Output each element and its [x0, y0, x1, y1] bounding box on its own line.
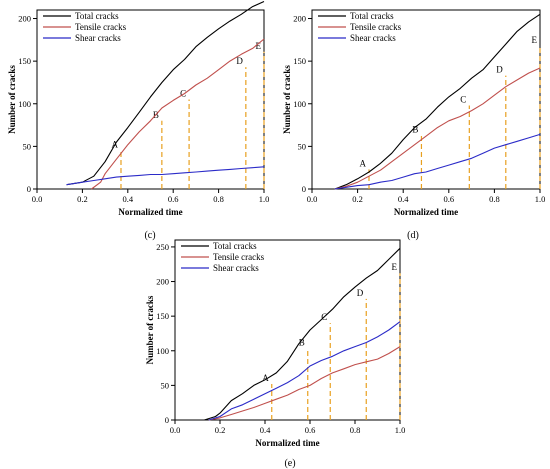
legend-label: Shear cracks: [213, 263, 259, 273]
x-tick-label: 0.6: [443, 194, 454, 204]
stage-marker-label: D: [357, 288, 364, 298]
y-tick-label: 150: [18, 56, 31, 66]
x-tick-label: 1.0: [395, 425, 406, 435]
y-tick-label: 100: [293, 99, 306, 109]
series-line-tensile-cracks: [334, 67, 541, 190]
y-tick-label: 100: [18, 99, 31, 109]
stage-marker-label: E: [532, 35, 538, 45]
stage-marker-label: B: [299, 338, 305, 348]
x-tick-label: 0.4: [260, 425, 271, 435]
panel-d: 0.0 0.2 0.4 0.6 0.8 1.0 0 50 100 150 200 Normalized…: [282, 9, 546, 241]
x-tick-label: 0.0: [32, 194, 43, 204]
series-line-shear-cracks: [66, 166, 265, 186]
series-line-shear-cracks: [208, 321, 401, 421]
series-line-total-cracks: [66, 0, 265, 186]
stage-marker-label: A: [360, 158, 367, 168]
stage-marker-label: E: [392, 262, 398, 272]
y-axis-label: Number of cracks: [7, 65, 17, 134]
stage-marker-label: C: [180, 89, 186, 99]
x-tick-label: 0.2: [77, 194, 88, 204]
y-tick-label: 0: [165, 415, 169, 425]
plot-frame: [36, 9, 265, 190]
y-tick-label: 150: [156, 311, 169, 321]
legend-label: Total cracks: [75, 11, 119, 21]
x-tick-label: 0.6: [168, 194, 179, 204]
x-tick-label: 0.4: [398, 194, 409, 204]
stage-marker-label: E: [256, 41, 262, 51]
x-tick-label: 1.0: [259, 194, 270, 204]
stage-marker-label: D: [236, 56, 243, 66]
panel-label: (e): [284, 458, 295, 469]
x-tick-label: 0.2: [215, 425, 226, 435]
series-line-shear-cracks: [334, 133, 541, 190]
x-tick-label: 0.4: [122, 194, 133, 204]
legend-label: Shear cracks: [75, 33, 121, 43]
y-tick-label: 100: [156, 346, 169, 356]
x-tick-label: 0.2: [352, 194, 363, 204]
panel-label: (c): [144, 230, 155, 241]
stage-marker-label: A: [262, 373, 269, 383]
panel-e: 0.0 0.2 0.4 0.6 0.8 1.0 0 50 100 150 200 250 Normali…: [145, 239, 406, 469]
y-axis-label: Number of cracks: [282, 65, 292, 134]
x-tick-label: 0.0: [307, 194, 318, 204]
series-line-total-cracks: [204, 247, 401, 421]
x-axis-label: Normalized time: [394, 207, 458, 217]
series-line-tensile-cracks: [208, 346, 401, 421]
legend-label: Shear cracks: [350, 33, 396, 43]
stage-marker-label: D: [496, 65, 503, 75]
y-axis-label: Number of cracks: [145, 295, 155, 364]
series-line-tensile-cracks: [91, 38, 265, 190]
legend-label: Tensile cracks: [75, 22, 127, 32]
y-tick-label: 150: [293, 56, 306, 66]
legend-label: Tensile cracks: [213, 252, 265, 262]
y-tick-label: 0: [302, 184, 306, 194]
legend-label: Total cracks: [350, 11, 394, 21]
y-tick-label: 200: [18, 14, 31, 24]
x-axis-label: Normalized time: [255, 438, 319, 448]
x-tick-label: 0.8: [489, 194, 500, 204]
x-tick-label: 0.8: [350, 425, 361, 435]
y-tick-label: 0: [27, 184, 31, 194]
legend-label: Tensile cracks: [350, 22, 402, 32]
y-tick-label: 50: [298, 141, 307, 151]
stage-marker-label: B: [412, 124, 418, 134]
x-tick-label: 0.0: [170, 425, 181, 435]
x-tick-label: 0.8: [213, 194, 224, 204]
series-line-total-cracks: [334, 13, 541, 190]
y-tick-label: 250: [156, 242, 169, 252]
x-axis-label: Normalized time: [118, 207, 182, 217]
x-tick-label: 0.6: [305, 425, 316, 435]
legend-label: Total cracks: [213, 241, 257, 251]
panel-label: (d): [407, 230, 419, 241]
y-tick-label: 200: [293, 14, 306, 24]
stage-marker-label: C: [460, 94, 466, 104]
y-tick-label: 50: [161, 380, 170, 390]
panel-c: 0.0 0.2 0.4 0.6 0.8 1.0 0 50 100 150 200 Normalized…: [7, 0, 270, 241]
x-tick-label: 1.0: [535, 194, 546, 204]
y-tick-label: 50: [23, 141, 32, 151]
y-tick-label: 200: [156, 277, 169, 287]
